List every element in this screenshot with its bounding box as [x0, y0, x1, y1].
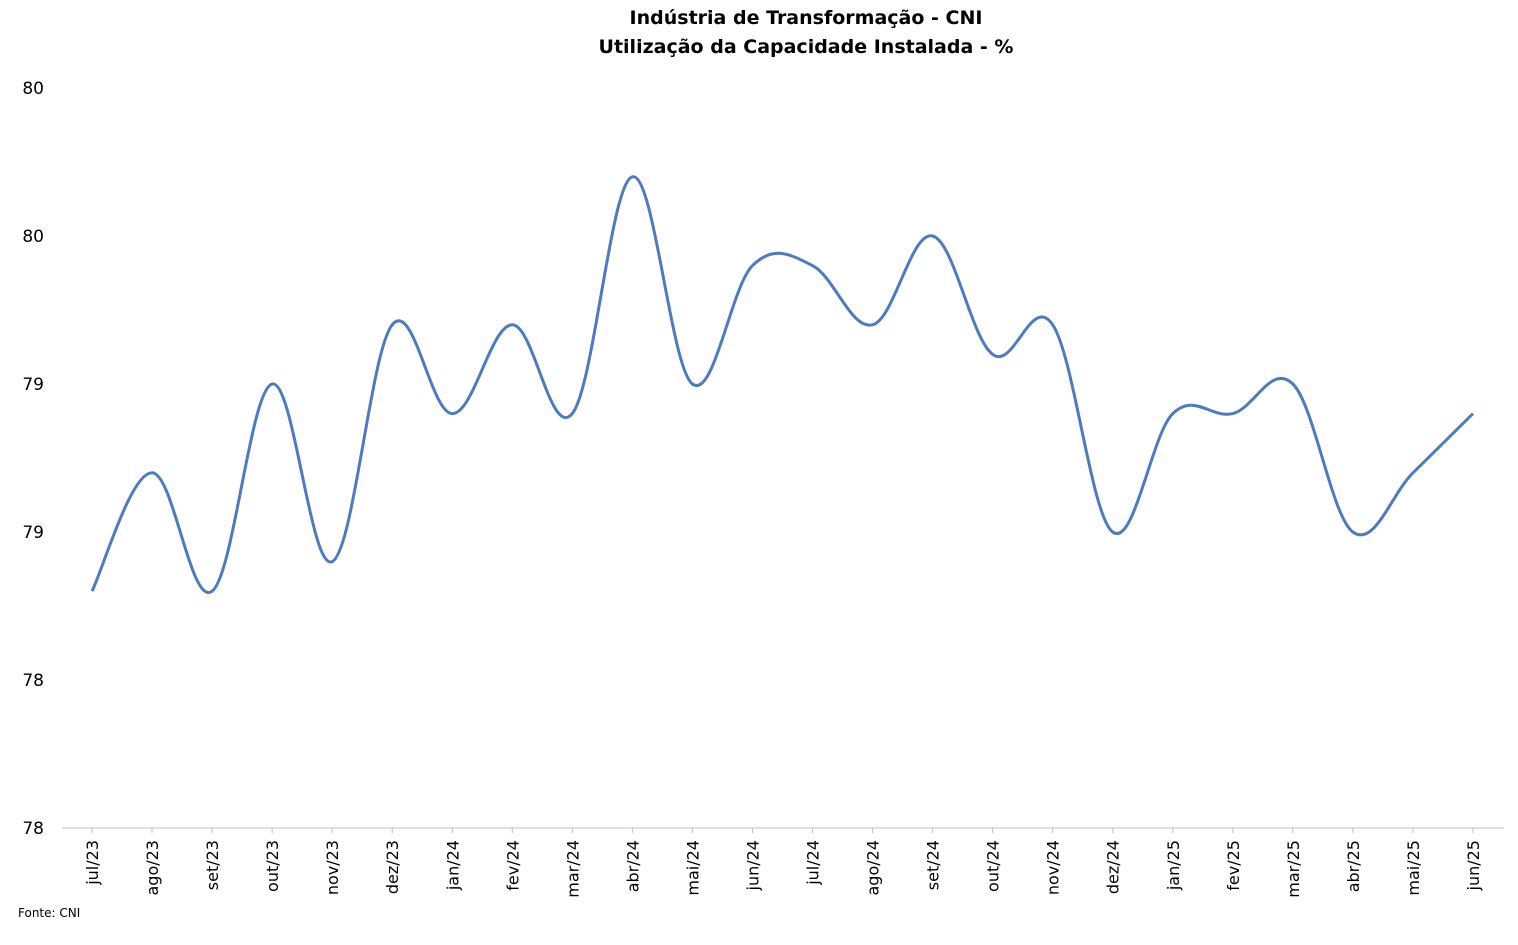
- x-tick-label: fev/25: [1224, 840, 1243, 891]
- x-tick-label: ago/24: [864, 840, 883, 896]
- x-tick-label: jun/24: [743, 840, 762, 891]
- x-tick-label: out/24: [984, 840, 1003, 892]
- x-tick-label: jun/25: [1464, 840, 1483, 891]
- x-tick-label: mai/25: [1404, 840, 1423, 896]
- x-tick-label: jul/24: [804, 840, 823, 886]
- y-tick-label: 80: [22, 227, 44, 247]
- y-tick-label: 78: [22, 671, 44, 691]
- y-tick-label: 79: [22, 375, 44, 395]
- x-tick-label: dez/24: [1104, 840, 1123, 894]
- x-tick-label: abr/24: [623, 840, 642, 892]
- x-tick-label: jan/24: [443, 840, 462, 891]
- x-tick-label: nov/23: [323, 840, 342, 895]
- x-tick-label: mar/25: [1284, 840, 1303, 898]
- x-tick-label: set/24: [924, 840, 943, 890]
- x-tick-label: fev/24: [503, 840, 522, 891]
- source-note: Fonte: CNI: [18, 906, 81, 920]
- y-tick-label: 78: [22, 819, 44, 839]
- x-tick-label: jul/23: [83, 840, 102, 886]
- y-tick-label: 80: [22, 79, 44, 99]
- x-tick-label: mai/24: [683, 840, 702, 896]
- chart-title: Indústria de Transformação - CNI: [630, 7, 983, 29]
- x-tick-label: nov/24: [1044, 840, 1063, 895]
- x-tick-label: dez/23: [383, 840, 402, 894]
- series-line: [90, 175, 1475, 594]
- x-tick-label: mar/24: [563, 840, 582, 898]
- y-axis-ticks: 80 80 79 79 78 78: [22, 79, 44, 839]
- x-axis-ticks: jul/23 ago/23 set/23 out/23 nov/23 dez/23 jan/…: [83, 828, 1483, 898]
- chart-subtitle: Utilização da Capacidade Instalada - %: [599, 36, 1014, 58]
- x-tick-label: jan/25: [1164, 840, 1183, 891]
- x-tick-label: ago/23: [143, 840, 162, 896]
- x-tick-label: out/23: [263, 840, 282, 892]
- y-tick-label: 79: [22, 523, 44, 543]
- x-tick-label: abr/25: [1344, 840, 1363, 892]
- x-tick-label: set/23: [203, 840, 222, 890]
